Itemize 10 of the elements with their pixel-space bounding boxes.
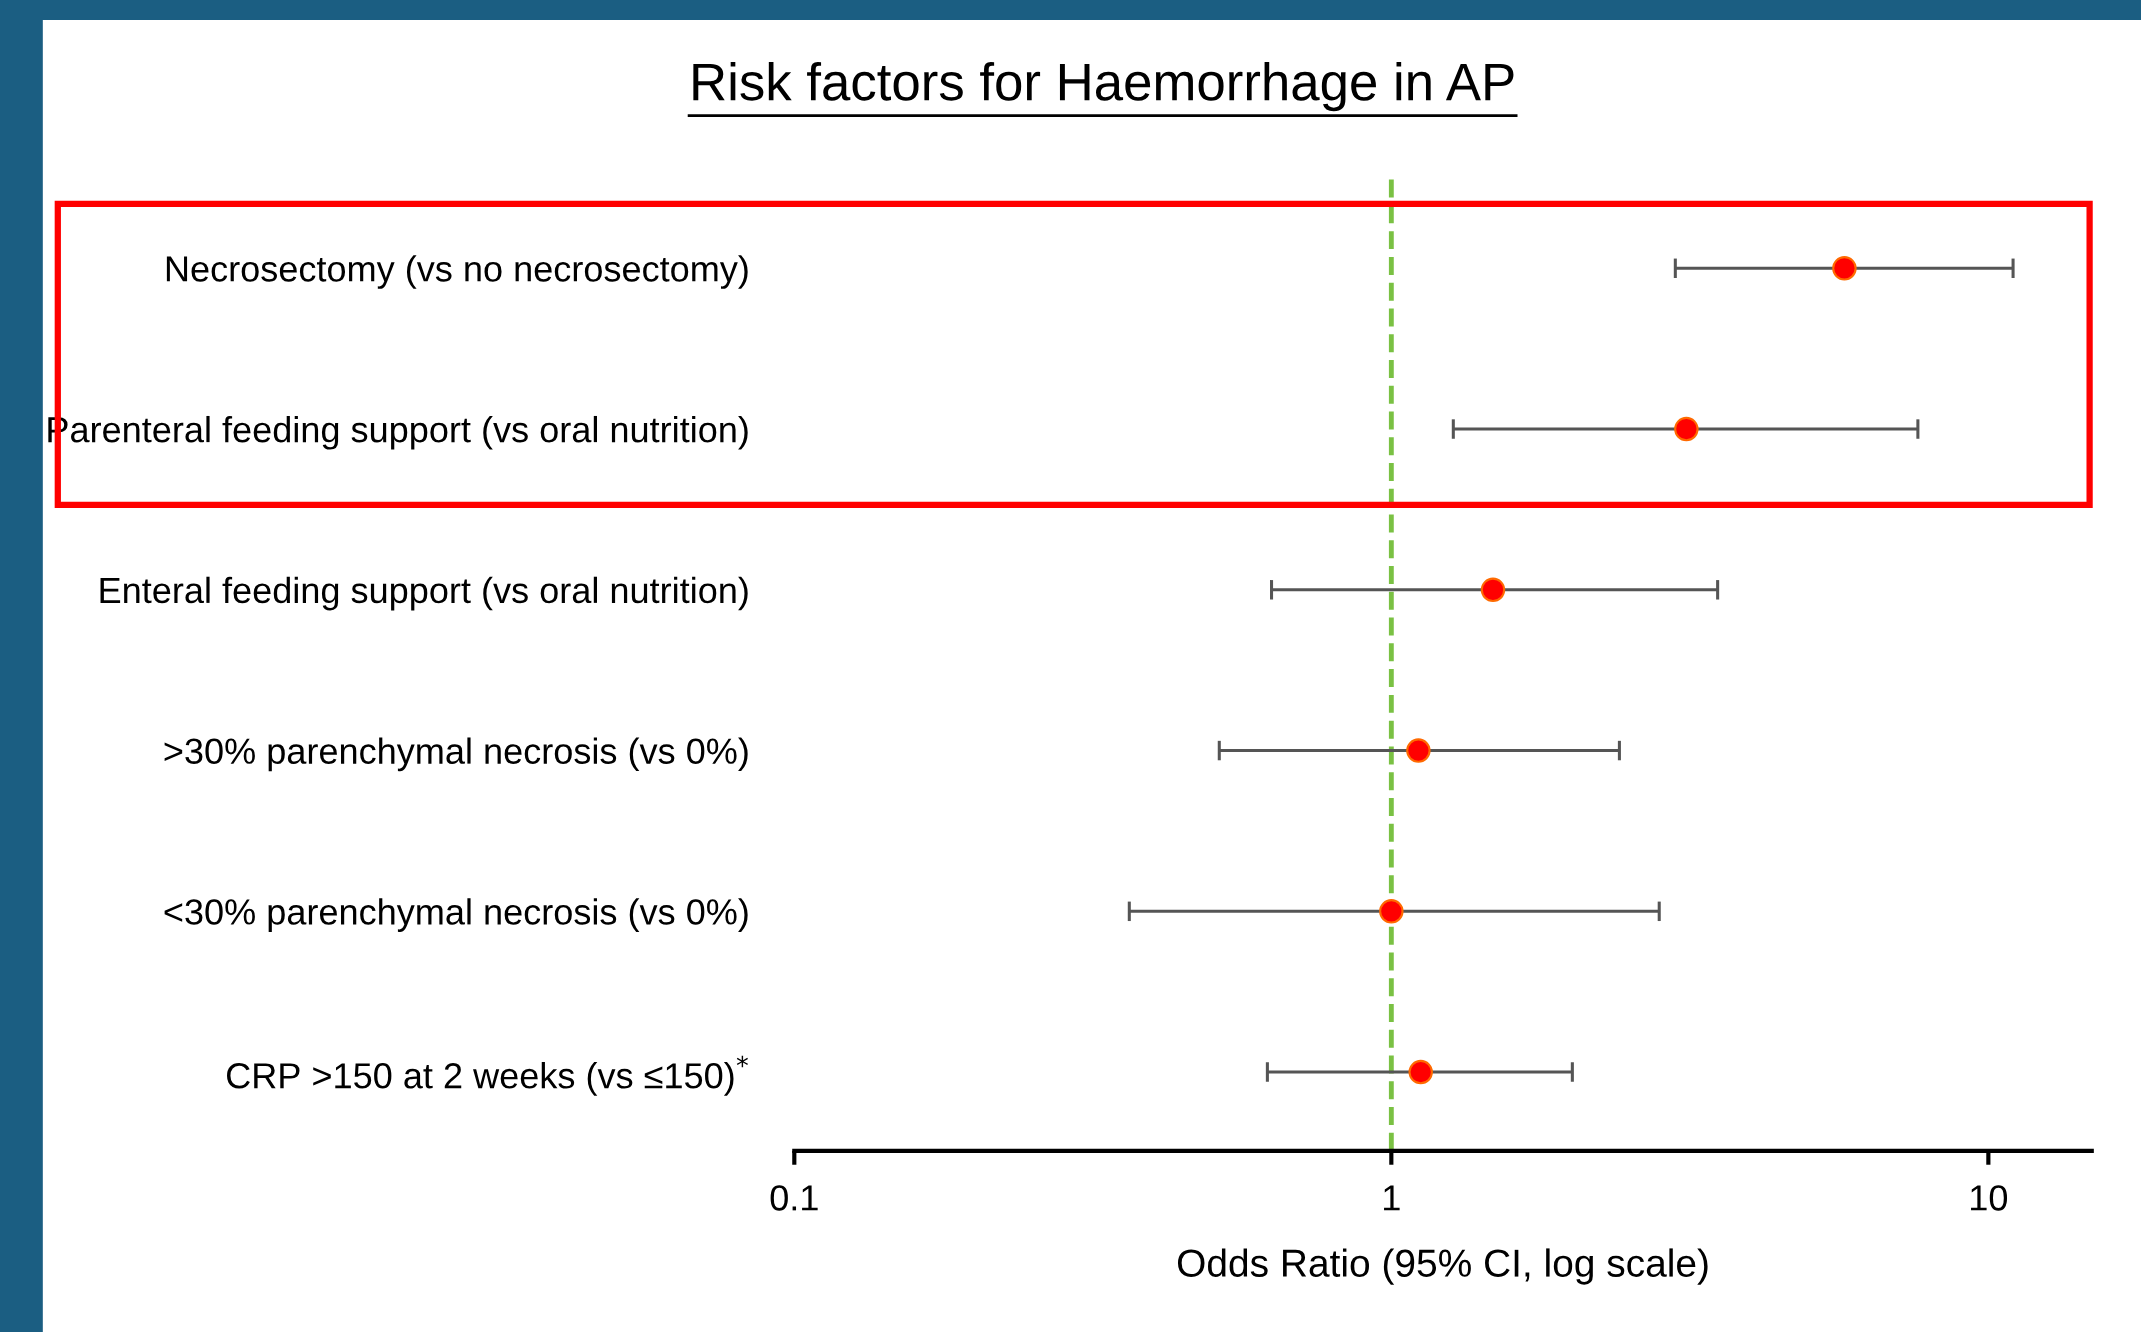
x-tick-label: 0.1 — [770, 1185, 818, 1211]
x-axis-title: Odds Ratio (95% CI, log scale) — [1177, 1248, 1708, 1285]
y-tick-label: <30% parenchymal necrosis (vs 0%) — [164, 898, 748, 932]
y-tick-label: Enteral feeding support (vs oral nutrition) — [100, 576, 748, 611]
y-tick-label: >30% parenchymal necrosis (vs 0%) — [164, 737, 748, 772]
y-tick-label: Necrosectomy (vs no necrosectomy) — [166, 255, 748, 289]
y-tick-label: CRP >150 at 2 weeks (vs ≤150)$^{*}$ — [227, 1055, 748, 1096]
chart-title: Risk factors for Haemorrhage in AP — [693, 61, 1514, 112]
x-tick-label: 10 — [1971, 1185, 2008, 1211]
x-tick-label: 1 — [1384, 1185, 1400, 1211]
